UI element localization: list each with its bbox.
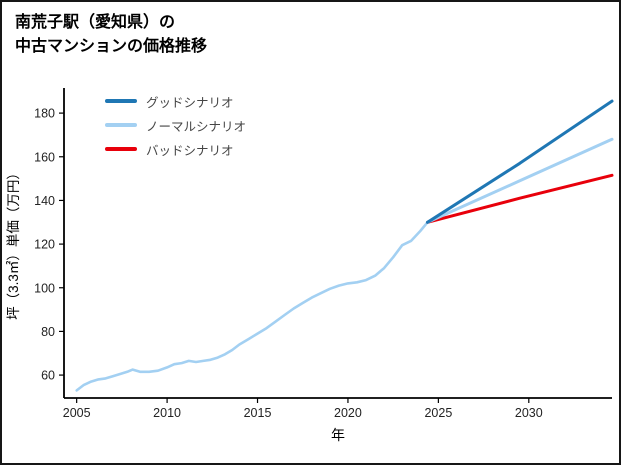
- y-tick-label: 120: [34, 238, 55, 252]
- y-tick-label: 80: [41, 325, 55, 339]
- x-tick-label: 2015: [244, 406, 272, 420]
- good-scenario-line-swatch: [105, 99, 137, 103]
- y-tick-label: 160: [34, 150, 55, 164]
- y-axis-title: 坪（3.3㎡）単価（万円）: [6, 166, 21, 320]
- y-tick-label: 180: [34, 107, 55, 121]
- chart-title: 南荒子駅（愛知県）の 中古マンションの価格推移: [2, 2, 619, 59]
- price-trend-chart: 2005 2010 2015 2020 2025 2030 60 80 100 120 140 160…: [6, 88, 614, 443]
- legend-label-normal: ノーマルシナリオ: [146, 119, 247, 134]
- normal-scenario-line-swatch: [105, 123, 137, 127]
- line-history: [75, 221, 429, 392]
- x-axis-title: 年: [331, 427, 345, 443]
- y-tick-label: 100: [34, 281, 55, 295]
- legend-item-normal-scenario: ノーマルシナリオ: [105, 113, 246, 137]
- line-normal-scenario: [426, 137, 614, 224]
- bad-scenario-line-swatch: [105, 147, 137, 151]
- line-bad-scenario: [426, 173, 614, 224]
- legend-item-good-scenario: グッドシナリオ: [105, 89, 246, 113]
- chart-title-line1: 南荒子駅（愛知県）の: [15, 14, 176, 31]
- legend-label-good: グッドシナリオ: [146, 95, 234, 110]
- chart-area: 2005 2010 2015 2020 2025 2030 60 80 100 120 140 160…: [2, 61, 619, 461]
- chart-title-line2: 中古マンションの価格推移: [15, 38, 208, 55]
- x-tick-label: 2025: [424, 406, 452, 420]
- legend-label-bad: バッドシナリオ: [146, 143, 234, 158]
- legend-item-bad-scenario: バッドシナリオ: [105, 137, 246, 161]
- y-tick-label: 140: [34, 194, 55, 208]
- x-tick-label: 2010: [153, 406, 181, 420]
- x-tick-label: 2020: [334, 406, 362, 420]
- y-tick-label: 60: [41, 369, 55, 383]
- line-good-scenario: [426, 99, 614, 224]
- x-tick-label: 2030: [515, 406, 543, 420]
- x-tick-label: 2005: [63, 406, 91, 420]
- legend: グッドシナリオ ノーマルシナリオ バッドシナリオ: [105, 89, 246, 161]
